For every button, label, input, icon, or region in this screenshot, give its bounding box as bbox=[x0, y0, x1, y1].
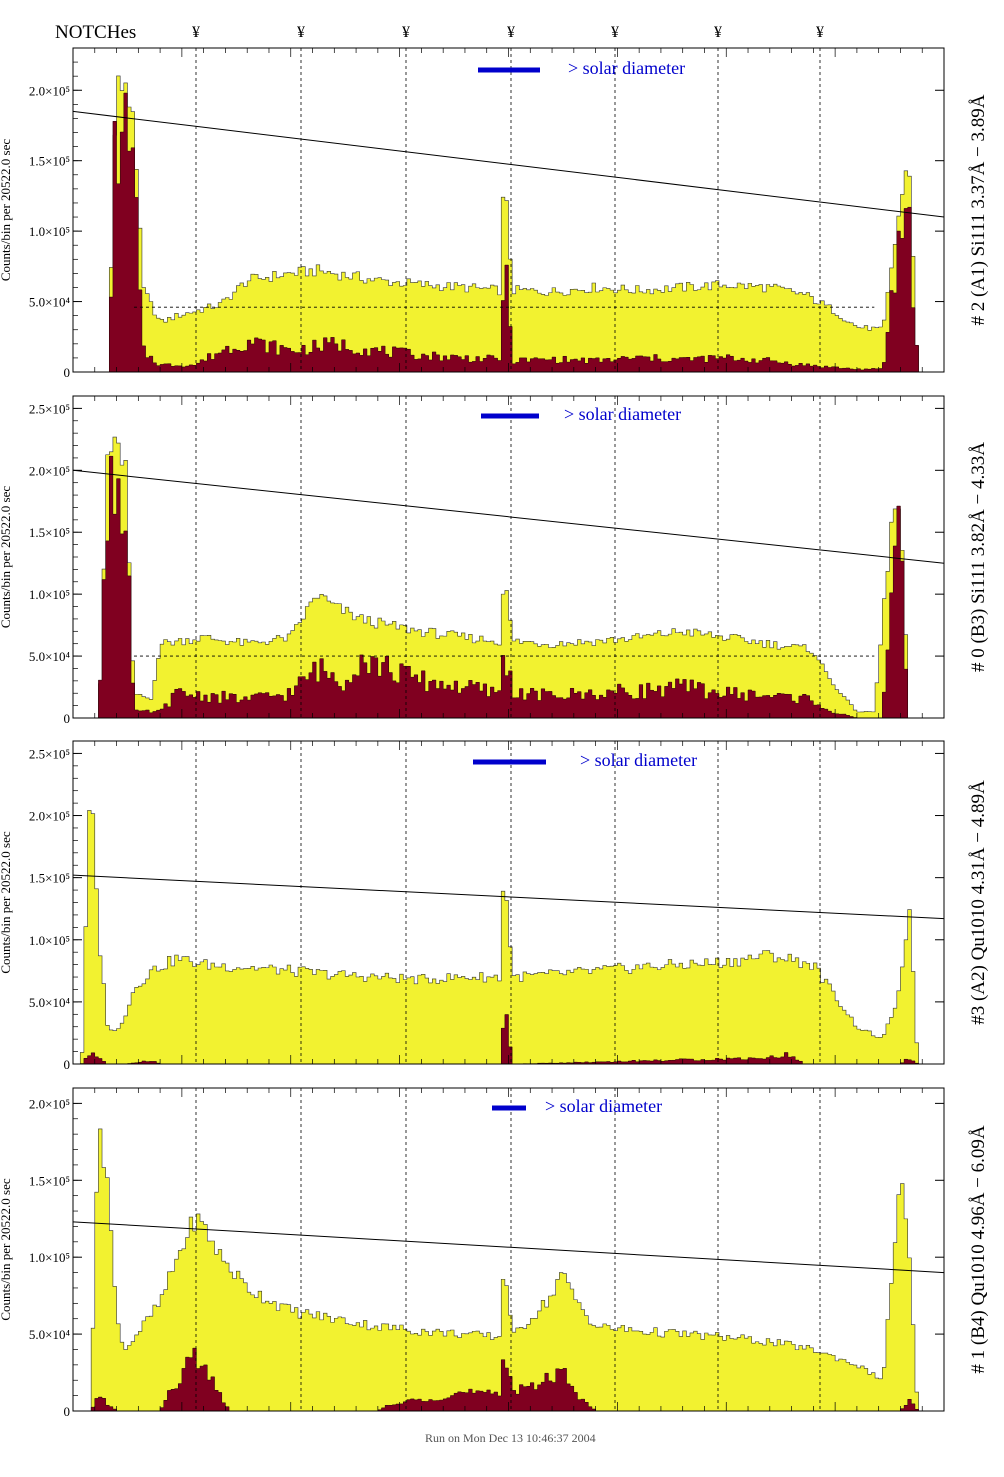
total-counts-histogram bbox=[73, 1128, 944, 1412]
notch-marker-2: ¥ bbox=[402, 24, 410, 41]
notch-marker-1: ¥ bbox=[297, 24, 305, 41]
y-tick-label: 0 bbox=[64, 1404, 71, 1419]
panel-right-label: #3 (A2) Qu1010 4.31Å − 4.89Å bbox=[968, 780, 989, 1025]
notch-marker-5: ¥ bbox=[714, 24, 722, 41]
y-tick-label: 5.0×10⁴ bbox=[29, 295, 71, 310]
y-tick-label: 5.0×10⁴ bbox=[29, 995, 71, 1010]
panel-0: 0 5.0×10⁴ 1.0×10⁵ 1.5×10⁵ 2.0×10⁵ Counts/bin … bbox=[0, 47, 989, 380]
total-counts-histogram bbox=[73, 810, 944, 1065]
y-tick-label: 0 bbox=[64, 711, 71, 726]
total-counts-histogram bbox=[73, 436, 944, 719]
y-tick-label: 0 bbox=[64, 365, 71, 380]
trend-line bbox=[72, 874, 945, 920]
y-tick-label: 2.0×10⁵ bbox=[29, 83, 70, 98]
panel-right-label: # 0 (B3) Si111 3.82Å − 4.33Å bbox=[968, 442, 989, 672]
y-tick-label: 2.0×10⁵ bbox=[29, 1096, 70, 1111]
y-tick-label: 1.0×10⁵ bbox=[29, 933, 70, 948]
y-tick-label: 2.5×10⁵ bbox=[29, 401, 70, 416]
y-tick-label: 2.0×10⁵ bbox=[29, 809, 70, 824]
y-tick-label: 5.0×10⁴ bbox=[29, 1327, 71, 1342]
y-tick-label: 1.5×10⁵ bbox=[29, 525, 70, 540]
legend-label: > solar diameter bbox=[545, 1096, 662, 1116]
run-timestamp: Run on Mon Dec 13 10:46:37 2004 bbox=[425, 1431, 596, 1445]
legend-label: > solar diameter bbox=[564, 404, 681, 424]
y-tick-label: 1.0×10⁵ bbox=[29, 224, 70, 239]
y-tick-label: 1.5×10⁵ bbox=[29, 1173, 70, 1188]
notches-label: NOTCHes bbox=[55, 22, 136, 43]
trend-line bbox=[72, 110, 945, 218]
y-axis-label: Counts/bin per 20522.0 sec bbox=[0, 831, 13, 973]
legend-label: > solar diameter bbox=[580, 750, 697, 770]
panel-2: 0 5.0×10⁴ 1.0×10⁵ 1.5×10⁵ 2.0×10⁵ 2.5×10⁵ Coun… bbox=[0, 740, 989, 1072]
panel-1: 0 5.0×10⁴ 1.0×10⁵ 1.5×10⁵ 2.0×10⁵ 2.5×10⁵ Coun… bbox=[0, 395, 989, 726]
y-tick-label: 2.0×10⁵ bbox=[29, 463, 70, 478]
y-tick-label: 1.0×10⁵ bbox=[29, 587, 70, 602]
panels: 0 5.0×10⁴ 1.0×10⁵ 1.5×10⁵ 2.0×10⁵ Counts/bin … bbox=[0, 47, 989, 1419]
notch-marker-3: ¥ bbox=[507, 24, 515, 41]
legend-label: > solar diameter bbox=[568, 58, 685, 78]
y-tick-label: 0 bbox=[64, 1057, 71, 1072]
y-tick-label: 2.5×10⁵ bbox=[29, 746, 70, 761]
y-axis-label: Counts/bin per 20522.0 sec bbox=[0, 1178, 13, 1320]
panel-3: 0 5.0×10⁴ 1.0×10⁵ 1.5×10⁵ 2.0×10⁵ Counts/bin … bbox=[0, 1087, 989, 1419]
notch-marker-6: ¥ bbox=[816, 24, 824, 41]
y-tick-label: 1.0×10⁵ bbox=[29, 1250, 70, 1265]
y-tick-label: 5.0×10⁴ bbox=[29, 649, 71, 664]
subset-counts-histogram bbox=[73, 455, 944, 719]
notch-markers: ¥ ¥ ¥ ¥ ¥ ¥ ¥ bbox=[192, 24, 824, 41]
subset-counts-histogram bbox=[73, 92, 944, 373]
y-tick-label: 1.5×10⁵ bbox=[29, 154, 70, 169]
notch-marker-0: ¥ bbox=[192, 24, 200, 41]
panel-right-label: # 2 (A1) Si111 3.37Å − 3.89Å bbox=[968, 94, 989, 325]
panel-right-label: # 1 (B4) Qu1010 4.96Å − 6.09Å bbox=[968, 1125, 989, 1373]
y-axis-label: Counts/bin per 20522.0 sec bbox=[0, 486, 13, 628]
y-axis-label: Counts/bin per 20522.0 sec bbox=[0, 139, 13, 281]
trend-line bbox=[72, 469, 945, 564]
trend-line bbox=[72, 1221, 945, 1274]
total-counts-histogram bbox=[73, 75, 944, 373]
notch-marker-4: ¥ bbox=[611, 24, 619, 41]
y-tick-label: 1.5×10⁵ bbox=[29, 871, 70, 886]
